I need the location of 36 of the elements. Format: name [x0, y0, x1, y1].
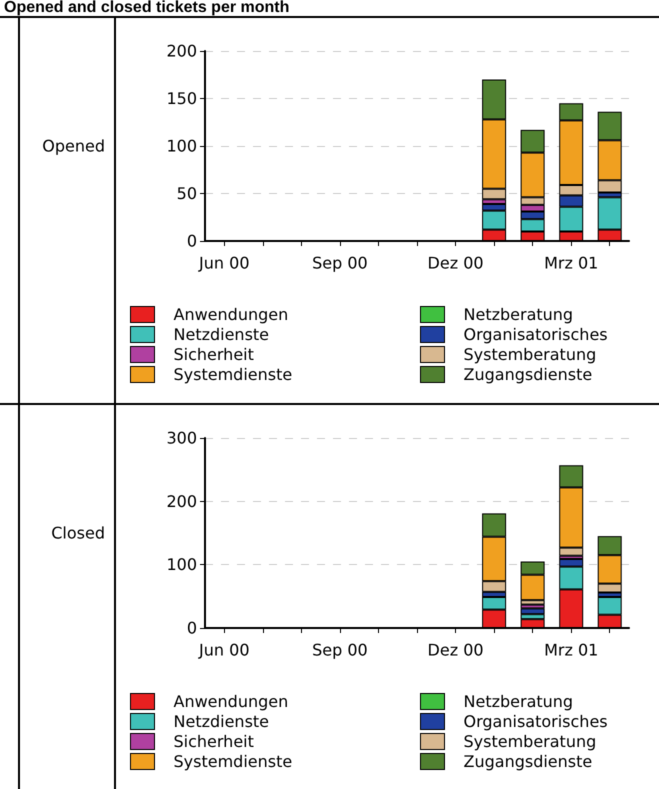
- y-tick-label: 0: [186, 618, 197, 638]
- legend-label: Anwendungen: [174, 692, 288, 711]
- legend-label: Sicherheit: [174, 345, 254, 364]
- legend-label: Systemdienste: [174, 365, 292, 384]
- y-tick-label: 200: [166, 42, 197, 60]
- y-tick-label: 200: [166, 492, 197, 511]
- legend-label: Sicherheit: [174, 732, 254, 751]
- y-axis-title: Closed: [51, 524, 105, 542]
- x-tick-label: Mrz 01: [544, 640, 598, 660]
- x-tick-label: Jun 00: [198, 254, 250, 272]
- y-axis-title: Opened: [42, 136, 105, 156]
- legend-label: Netzberatung: [464, 692, 574, 711]
- legend-label: Systemdienste: [174, 752, 292, 771]
- x-tick-label: Mrz 01: [544, 254, 598, 272]
- x-tick-label: Sep 00: [312, 254, 368, 272]
- legend-label: Netzdienste: [174, 712, 270, 731]
- legend-label: Organisatorisches: [464, 712, 608, 731]
- y-tick-label: 50: [176, 184, 197, 203]
- x-tick-label: Dez 00: [428, 254, 484, 272]
- y-tick-label: 300: [166, 428, 197, 448]
- legend-label: Anwendungen: [174, 305, 288, 324]
- y-tick-label: 100: [166, 136, 197, 156]
- y-tick-label: 150: [166, 89, 197, 108]
- x-tick-label: Sep 00: [312, 640, 368, 660]
- chart-title: Opened and closed tickets per month: [3, 0, 290, 16]
- y-tick-label: 100: [166, 555, 197, 574]
- x-tick-label: Jun 00: [198, 640, 250, 660]
- x-tick-label: Dez 00: [428, 640, 484, 660]
- legend-label: Netzberatung: [464, 305, 574, 324]
- legend-label: Netzdienste: [174, 325, 270, 344]
- y-tick-label: 0: [186, 232, 197, 250]
- legend-label: Organisatorisches: [464, 325, 608, 344]
- legend-label: Zugangsdienste: [464, 752, 592, 771]
- legend-label: Systemberatung: [464, 732, 596, 751]
- legend-label: Systemberatung: [464, 345, 596, 364]
- legend-label: Zugangsdienste: [464, 365, 592, 384]
